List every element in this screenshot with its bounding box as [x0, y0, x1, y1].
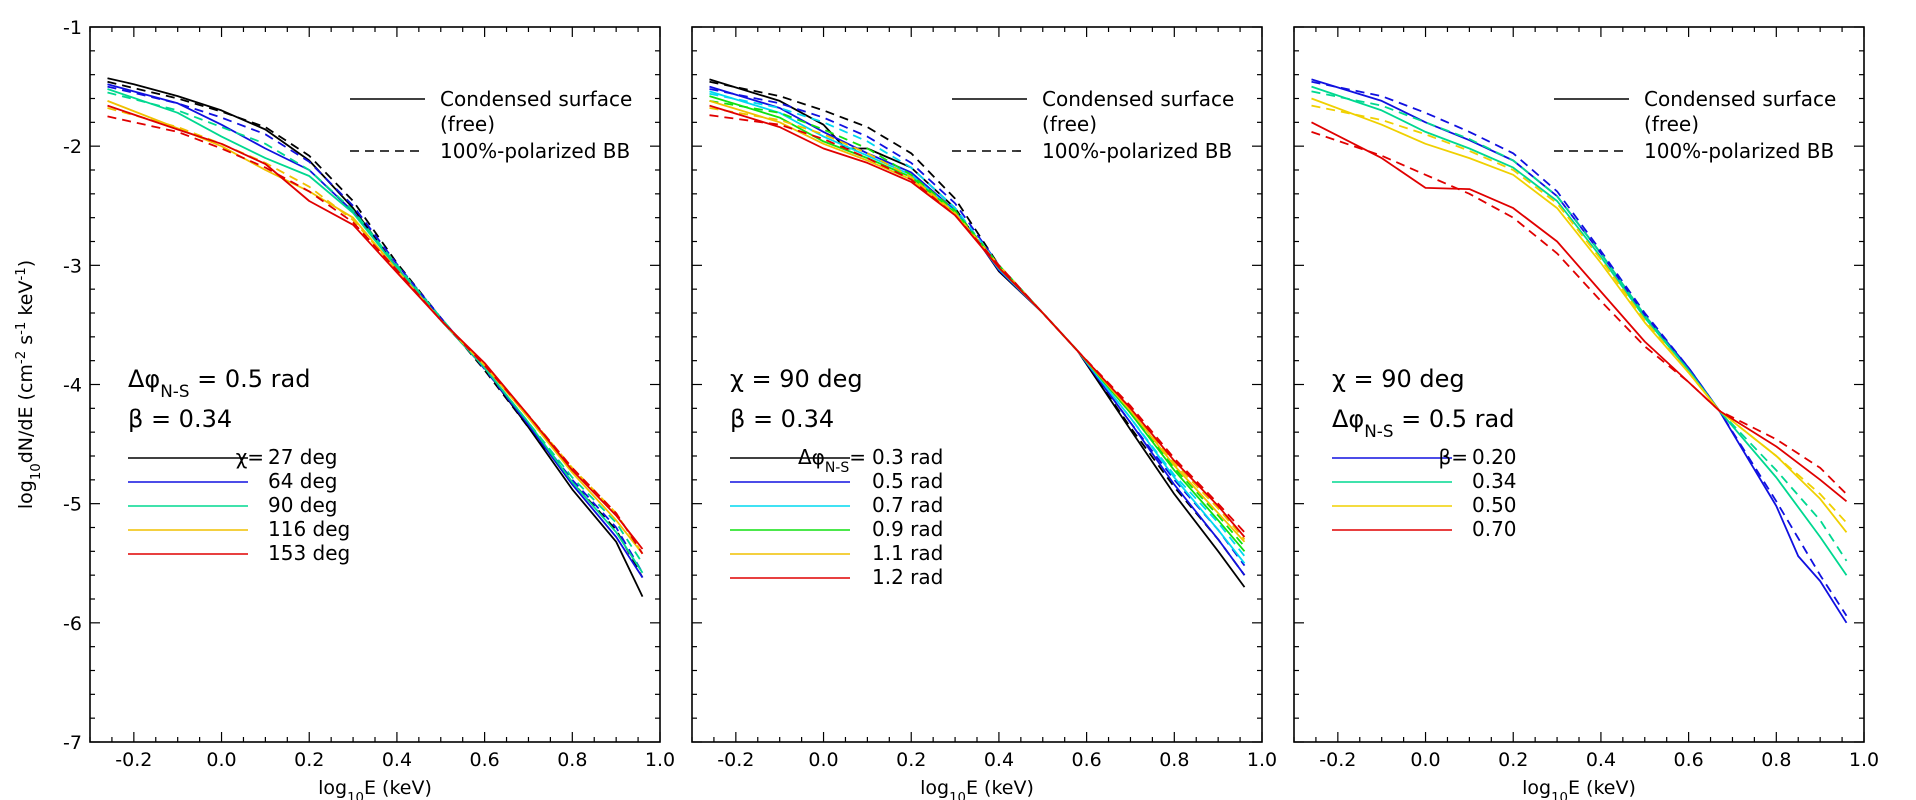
series-legend-label: 0.20	[1472, 445, 1517, 469]
y-tick-label: -6	[63, 613, 82, 635]
x-tick-label: 1.0	[1849, 749, 1879, 771]
chart-panel-1: -0.2 0.0 0.2 0.4 0.6 0.8 1.0 -7 -6 -5 -4 -3 -2 -1 log1…	[14, 17, 676, 800]
x-tick-label: 0.6	[1674, 749, 1704, 771]
x-tick-label: 0.4	[1586, 749, 1616, 771]
y-tick-label: -4	[63, 375, 82, 397]
series-legend-label: 0.9 rad	[872, 517, 943, 541]
series-3-dashed-line	[709, 92, 1246, 557]
x-tick-label: 0.0	[808, 749, 838, 771]
x-tick-label: 0.6	[470, 749, 500, 771]
series-5-dashed-line	[709, 107, 1246, 540]
x-tick-label: 1.0	[645, 749, 675, 771]
series-legend-label: 0.5 rad	[872, 469, 943, 493]
x-tick-label: 0.8	[557, 749, 587, 771]
style-legend-text: Condensed surface	[1644, 87, 1836, 111]
x-tick-label: 0.0	[206, 749, 236, 771]
series-legend-header: χ=	[236, 445, 264, 469]
series-legend-label: 27 deg	[268, 445, 338, 469]
style-legend-text: 100%-polarized BB	[1644, 139, 1834, 163]
series-legend-label: 1.2 rad	[872, 565, 943, 589]
parameter-label: ΔφN-S = 0.5 rad	[128, 365, 311, 401]
series-legend-label: 1.1 rad	[872, 541, 943, 565]
chart-panel-2: -0.2 0.0 0.2 0.4 0.6 0.8 1.0 log10E (keV) Conden…	[691, 26, 1277, 800]
series-legend-label: 153 deg	[268, 541, 350, 565]
y-tick-label: -7	[63, 732, 82, 754]
x-tick-label: 0.2	[896, 749, 926, 771]
series-legend-header: ΔφN-S=	[798, 445, 866, 476]
series-2-dashed-line	[1311, 90, 1848, 562]
series-1-dashed-line	[1311, 80, 1848, 617]
series-3-dashed-line	[107, 91, 644, 564]
series-3-solid-line	[107, 88, 644, 574]
x-tick-label: 0.2	[294, 749, 324, 771]
series-4-dashed-line	[1311, 131, 1848, 495]
x-tick-label: -0.2	[717, 749, 754, 771]
x-tick-label: 0.8	[1159, 749, 1189, 771]
y-tick-label: -5	[63, 494, 82, 516]
series-legend-label: 0.50	[1472, 493, 1517, 517]
style-legend-text: 100%-polarized BB	[1042, 139, 1232, 163]
x-tick-label: 1.0	[1247, 749, 1277, 771]
parameter-label: ΔφN-S = 0.5 rad	[1332, 405, 1515, 441]
style-legend-text: (free)	[1042, 112, 1097, 136]
series-5-solid-line	[709, 100, 1246, 543]
series-4-solid-line	[107, 100, 644, 555]
x-tick-label: 0.8	[1761, 749, 1791, 771]
series-1-solid-line	[107, 77, 644, 597]
style-legend-text: Condensed surface	[440, 87, 632, 111]
series-5-solid-line	[107, 104, 644, 550]
series-legend-label: 0.3 rad	[872, 445, 943, 469]
series-legend-header: β=	[1438, 445, 1468, 469]
parameter-label: β = 0.34	[128, 405, 232, 433]
y-tick-label: -1	[63, 17, 82, 39]
x-tick-label: 0.0	[1410, 749, 1440, 771]
series-legend-label: 90 deg	[268, 493, 338, 517]
series-4-dashed-line	[107, 107, 644, 555]
series-legend-label: 0.70	[1472, 517, 1517, 541]
y-axis-label: log10dN/dE (cm-2 s-1 keV-1)	[14, 260, 44, 509]
x-tick-label: -0.2	[1319, 749, 1356, 771]
series-5-dashed-line	[107, 115, 644, 555]
series-4-solid-line	[1311, 121, 1848, 502]
y-tick-label: -2	[63, 136, 82, 158]
series-legend-label: 116 deg	[268, 517, 350, 541]
series-2-solid-line	[1311, 85, 1848, 576]
series-6-dashed-line	[709, 114, 1246, 533]
series-legend-label: 64 deg	[268, 469, 338, 493]
x-axis-label: log10E (keV)	[318, 777, 432, 800]
style-legend-text: Condensed surface	[1042, 87, 1234, 111]
parameter-label: β = 0.34	[730, 405, 834, 433]
style-legend-text: 100%-polarized BB	[440, 139, 630, 163]
chart-panel-3: -0.2 0.0 0.2 0.4 0.6 0.8 1.0 log10E (keV) Conden…	[1293, 26, 1879, 800]
x-tick-label: 0.4	[984, 749, 1014, 771]
parameter-label: χ = 90 deg	[730, 365, 863, 393]
parameter-label: χ = 90 deg	[1332, 365, 1465, 393]
x-tick-label: 0.2	[1498, 749, 1528, 771]
x-tick-label: -0.2	[115, 749, 152, 771]
x-axis-label: log10E (keV)	[920, 777, 1034, 800]
series-4-solid-line	[709, 95, 1246, 552]
x-tick-label: 0.4	[382, 749, 412, 771]
style-legend-text: (free)	[1644, 112, 1699, 136]
x-tick-label: 0.6	[1072, 749, 1102, 771]
series-3-solid-line	[1311, 97, 1848, 533]
series-6-solid-line	[709, 104, 1246, 538]
series-legend-label: 0.7 rad	[872, 493, 943, 517]
y-tick-label: -3	[63, 255, 82, 277]
style-legend-text: (free)	[440, 112, 495, 136]
series-legend-label: 0.34	[1472, 469, 1517, 493]
x-axis-label: log10E (keV)	[1522, 777, 1636, 800]
